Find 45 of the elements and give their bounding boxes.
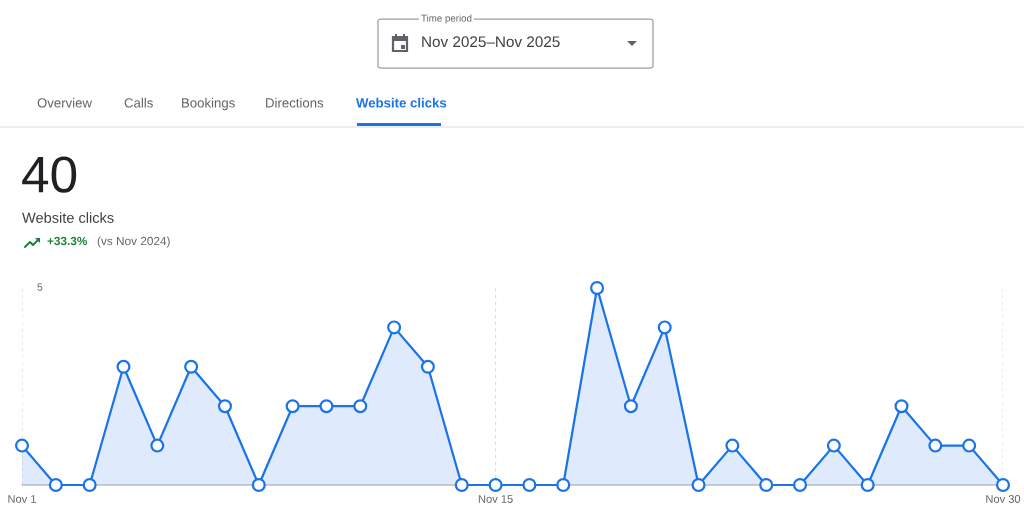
point: [759, 477, 774, 493]
point: [251, 477, 266, 493]
point: [928, 438, 943, 453]
point: [387, 320, 402, 335]
point: [657, 320, 672, 335]
point: [826, 438, 841, 453]
text: Overview: [37, 97, 93, 108]
text: Directions: [266, 97, 324, 108]
x-tick-label: Nov 1: [8, 495, 36, 503]
text: Nov 2025–Nov 2025: [422, 36, 560, 48]
x-tick-label: Nov 15: [478, 495, 513, 503]
text: Website clicks: [356, 97, 447, 108]
point: [623, 399, 638, 414]
point: [894, 399, 909, 414]
text: +33.3%: [47, 236, 88, 246]
text: Time period: [421, 14, 472, 24]
point: [995, 477, 1011, 493]
chart-title: 40: [22, 156, 77, 193]
point: [488, 477, 503, 493]
point: [353, 399, 368, 414]
text: (vs Nov 2024): [97, 236, 170, 248]
point: [217, 399, 232, 414]
point: [556, 477, 571, 493]
point: [184, 359, 199, 374]
text: Calls: [124, 97, 153, 108]
point: [454, 477, 469, 493]
point: [962, 438, 977, 453]
point: [14, 438, 30, 453]
point: [82, 477, 97, 493]
annotation: 5: [37, 283, 43, 291]
point: [48, 477, 63, 493]
point: [691, 477, 706, 493]
chart-subtitle: Website clicks: [22, 212, 114, 223]
point: [793, 477, 808, 493]
point: [860, 477, 875, 493]
point: [319, 399, 334, 414]
point: [285, 399, 300, 414]
point: [725, 438, 740, 453]
text: Bookings: [182, 97, 235, 111]
x-tick-label: Nov 30: [986, 495, 1021, 503]
point: [150, 438, 165, 453]
point: [590, 280, 605, 296]
point: [116, 359, 131, 374]
point: [420, 359, 435, 374]
point: [522, 477, 537, 493]
